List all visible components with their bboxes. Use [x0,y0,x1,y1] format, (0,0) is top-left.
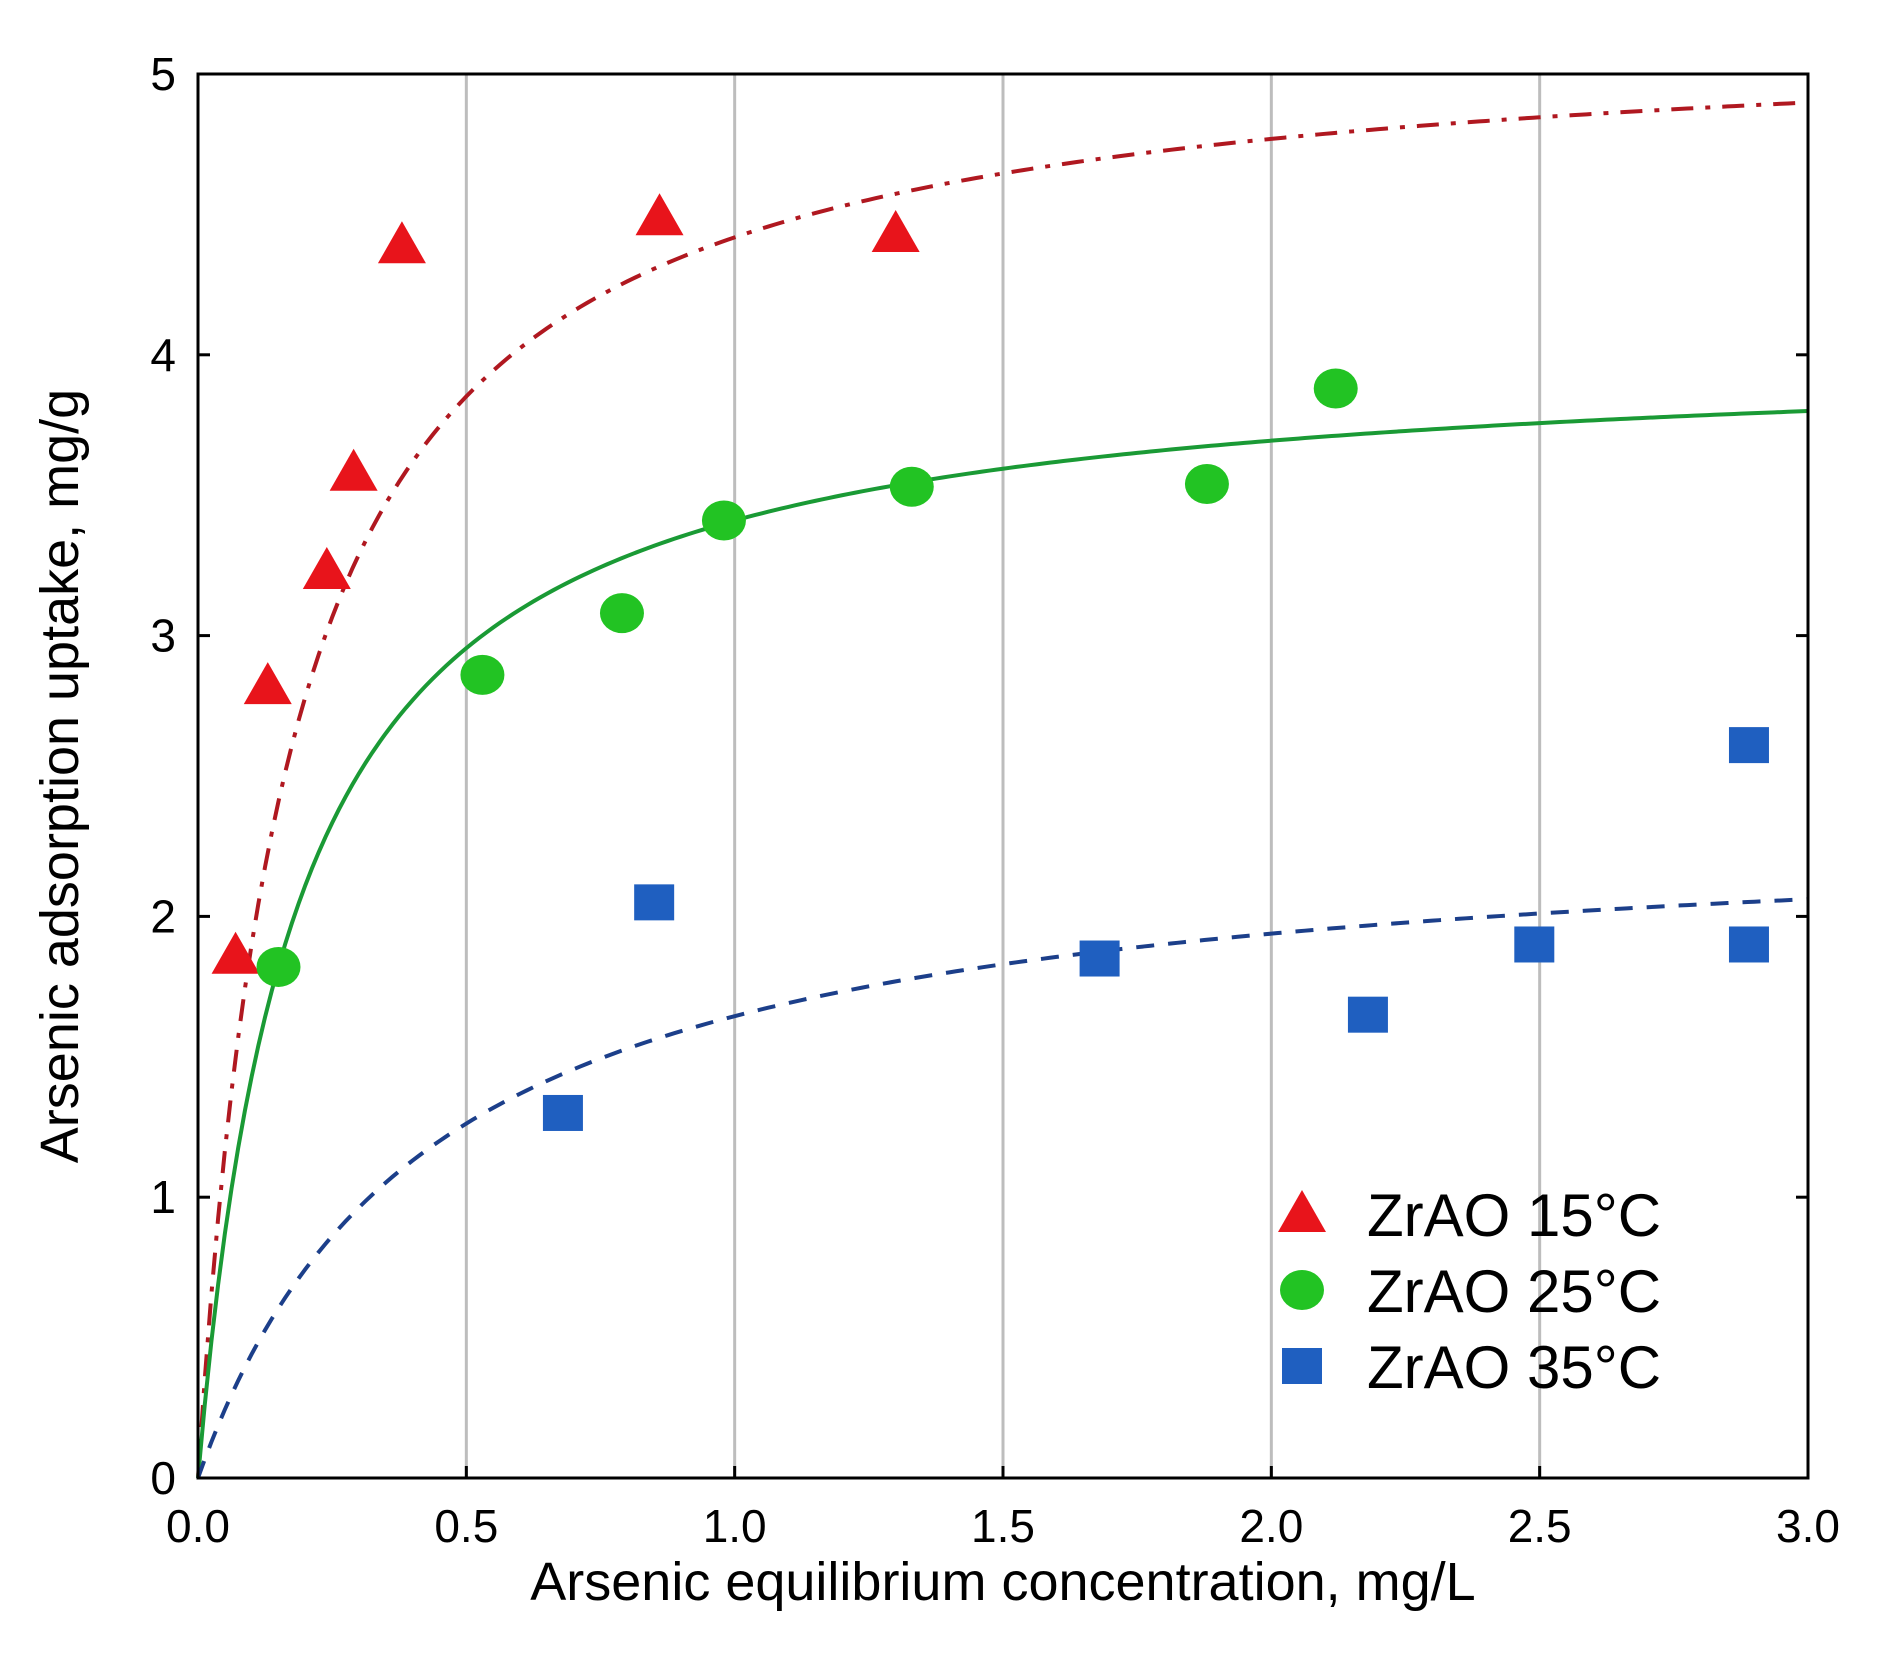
x-tick-label: 3.0 [1776,1500,1840,1552]
legend-label: ZrAO 35°C [1367,1334,1661,1401]
legend: ZrAO 15°C ZrAO 25°C ZrAO 35°C [1278,1182,1661,1401]
data-point-triangle [329,448,378,491]
data-points [211,193,1769,1131]
fit-curve-3 [196,897,1809,1479]
data-point-triangle [243,662,292,705]
fit-curve-1 [196,100,1809,1479]
y-tick-label: 4 [150,329,176,381]
grid-layer [464,74,1542,1478]
y-tick-label: 1 [150,1171,176,1223]
data-point-square [1079,940,1120,977]
legend-label: ZrAO 15°C [1367,1182,1661,1249]
data-point-triangle [377,221,426,264]
data-point-triangle [635,193,684,236]
data-point-circle [889,466,934,507]
x-tick-label: 1.0 [703,1500,767,1552]
data-point-triangle [211,931,260,974]
data-point-triangle [302,547,351,590]
data-point-circle [460,654,505,695]
data-point-circle [701,500,746,541]
legend-marker-circle [1280,1270,1324,1310]
axis-ticks: 0.0 0.5 1.0 1.5 2.0 2.5 3.0 0 1 2 3 4 5 [150,48,1840,1552]
data-point-circle [256,946,301,987]
y-axis-title: Arsenic adsorption uptake, mg/g [30,389,90,1163]
y-tick-label: 3 [150,610,176,662]
data-point-circle [1313,368,1358,409]
legend-marker-square [1282,1348,1322,1384]
fit-curves [196,100,1809,1479]
data-point-square [1728,926,1769,963]
data-point-circle [1184,463,1229,504]
data-point-square [1514,926,1555,963]
data-point-square [1347,996,1388,1033]
data-point-triangle [871,210,920,253]
fit-curve-2 [196,409,1809,1479]
x-tick-label: 0.0 [166,1500,230,1552]
legend-marker-triangle [1278,1190,1326,1232]
y-tick-label: 2 [150,890,176,942]
legend-label: ZrAO 25°C [1367,1258,1661,1325]
y-tick-label: 5 [150,48,176,100]
x-tick-label: 2.0 [1239,1500,1303,1552]
y-tick-label: 0 [150,1452,176,1504]
data-point-circle [599,593,644,634]
x-tick-label: 1.5 [971,1500,1035,1552]
x-tick-label: 2.5 [1508,1500,1572,1552]
data-point-square [542,1094,583,1131]
data-point-square [1728,727,1769,764]
x-tick-label: 0.5 [434,1500,498,1552]
data-point-square [634,884,675,921]
x-axis-title: Arsenic equilibrium concentration, mg/L [530,1552,1475,1612]
